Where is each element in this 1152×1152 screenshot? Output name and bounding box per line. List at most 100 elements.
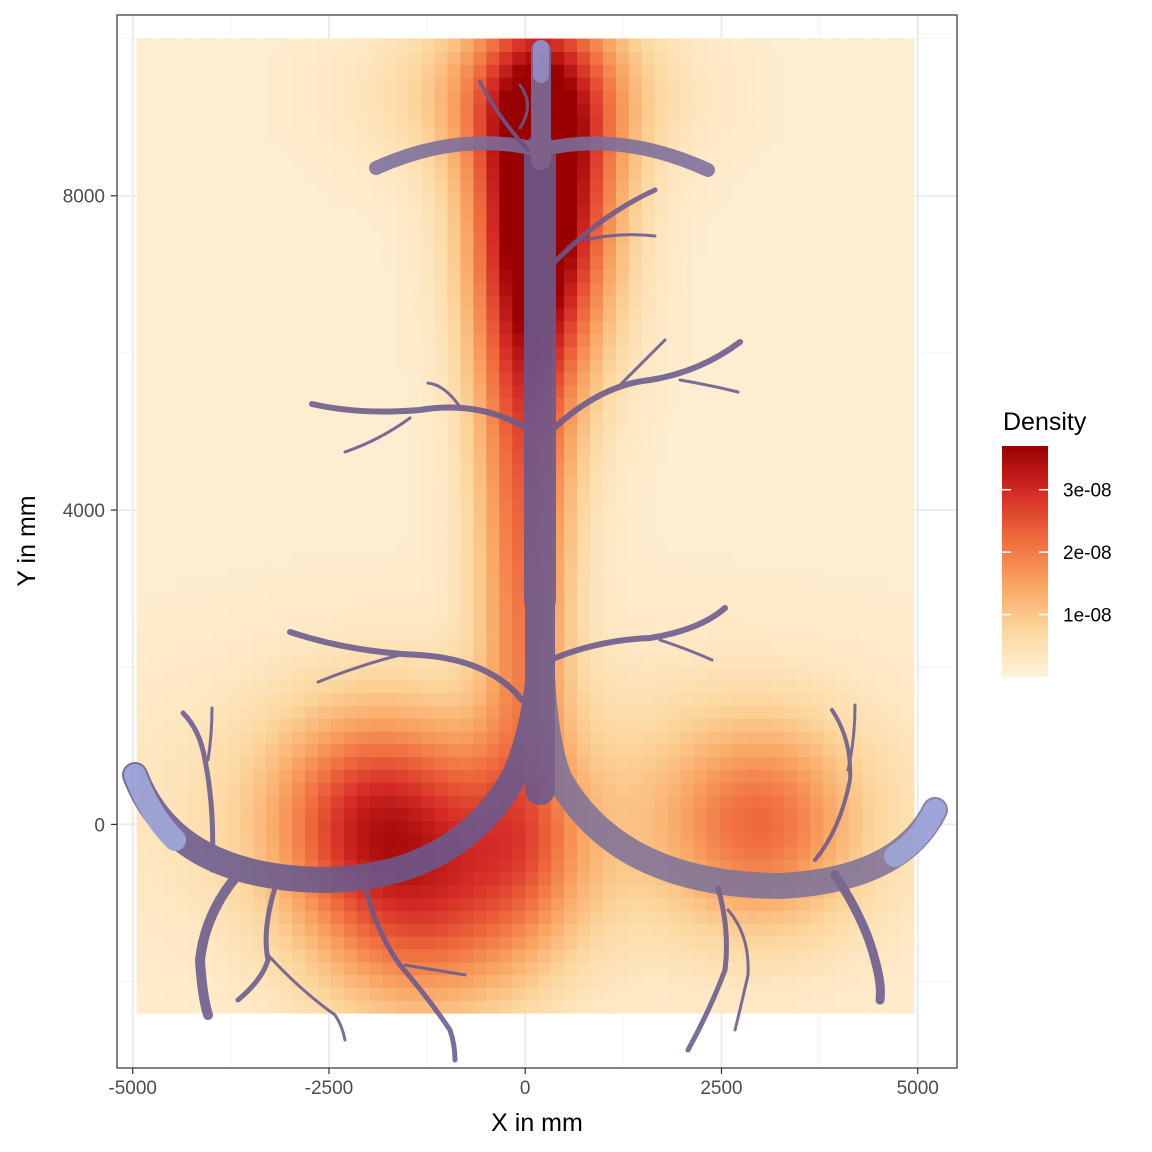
heat-cell: [849, 525, 863, 540]
heat-cell: [654, 77, 669, 91]
heat-cell: [589, 756, 604, 770]
heat-cell: [706, 641, 721, 655]
heat-cell: [486, 205, 500, 219]
heat-cell: [862, 384, 876, 399]
heat-cell: [395, 51, 410, 65]
heat-cell: [279, 718, 293, 732]
heat-cell: [641, 769, 656, 783]
heat-cell: [900, 102, 915, 117]
heat-cell: [395, 320, 410, 335]
heat-cell: [577, 474, 591, 488]
heat-cell: [564, 705, 578, 719]
heat-cell: [602, 705, 617, 719]
heat-cell: [771, 718, 785, 732]
heat-cell: [240, 525, 254, 540]
heat-cell: [784, 538, 798, 553]
heat-cell: [745, 269, 759, 283]
heat-cell: [292, 487, 306, 501]
heat-cell: [279, 833, 293, 847]
heat-cell: [149, 884, 164, 899]
heat-cell: [460, 987, 475, 1001]
heat-cell: [564, 205, 578, 219]
heat-cell: [279, 897, 293, 912]
heat-cell: [330, 410, 345, 424]
heat-cell: [564, 538, 578, 553]
heat-cell: [330, 1000, 345, 1014]
heat-cell: [693, 692, 708, 706]
heat-cell: [330, 64, 345, 78]
heat-cell: [279, 333, 293, 347]
heat-cell: [395, 346, 410, 360]
heat-cell: [240, 923, 254, 937]
heat-cell: [784, 705, 798, 719]
heat-cell: [797, 448, 811, 463]
heat-cell: [460, 577, 475, 591]
heat-cell: [732, 243, 747, 258]
heat-cell: [447, 102, 462, 117]
heat-cell: [667, 756, 682, 770]
heat-cell: [486, 512, 500, 527]
heat-cell: [266, 628, 280, 642]
heat-cell: [188, 256, 202, 270]
heat-cell: [706, 936, 721, 950]
heat-cell: [745, 692, 759, 706]
heat-cell: [693, 961, 708, 976]
heat-cell: [188, 628, 202, 642]
heat-cell: [175, 602, 190, 617]
heat-cell: [421, 269, 436, 283]
heat-cell: [149, 948, 164, 963]
heat-cell: [214, 692, 228, 706]
heat-cell: [473, 948, 487, 963]
heat-cell: [680, 77, 695, 91]
heat-cell: [823, 589, 837, 604]
heat-cell: [771, 897, 785, 912]
heat-cell: [356, 307, 371, 322]
heat-cell: [447, 743, 462, 758]
heat-cell: [227, 51, 241, 65]
heat-cell: [473, 436, 487, 450]
heat-cell: [447, 871, 462, 886]
heat-cell: [654, 179, 669, 194]
heat-cell: [823, 718, 837, 732]
heat-cell: [849, 410, 863, 424]
heat-cell: [771, 436, 785, 450]
heat-cell: [719, 525, 734, 540]
heat-cell: [136, 179, 151, 194]
heat-cell: [434, 461, 449, 476]
heat-cell: [745, 102, 759, 117]
heat-cell: [836, 666, 850, 681]
heat-cell: [784, 743, 798, 758]
heat-cell: [706, 410, 721, 424]
heat-cell: [589, 51, 604, 65]
heat-cell: [369, 615, 384, 629]
heat-cell: [589, 320, 604, 335]
heat-cell: [784, 820, 798, 835]
heat-cell: [421, 589, 436, 604]
heat-cell: [305, 551, 319, 565]
heat-cell: [797, 346, 811, 360]
heat-cell: [784, 38, 798, 52]
heat-cell: [473, 359, 487, 373]
heat-cell: [305, 423, 319, 437]
heat-cell: [667, 653, 682, 668]
heat-cell: [680, 410, 695, 424]
heat-cell: [266, 525, 280, 540]
heat-cell: [136, 474, 151, 488]
heat-cell: [680, 653, 695, 668]
heat-cell: [175, 589, 190, 604]
heat-cell: [589, 897, 604, 912]
heat-cell: [512, 987, 526, 1001]
heat-cell: [874, 333, 889, 347]
heat-cell: [680, 564, 695, 578]
heat-cell: [667, 525, 682, 540]
heat-cell: [641, 820, 656, 835]
heat-cell: [887, 218, 902, 232]
heat-cell: [797, 218, 811, 232]
heat-cell: [317, 718, 332, 732]
heat-cell: [836, 166, 850, 181]
heat-cell: [589, 769, 604, 783]
heat-cell: [227, 692, 241, 706]
heat-cell: [434, 730, 449, 745]
heat-cell: [849, 153, 863, 168]
